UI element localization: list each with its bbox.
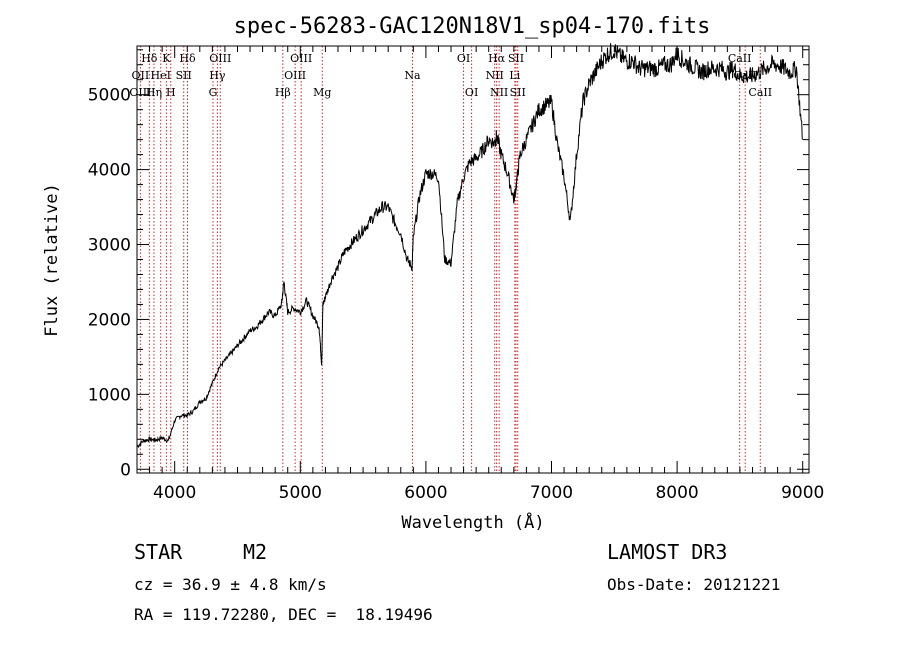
x-tick-label: 5000 xyxy=(279,483,322,503)
y-axis-ticks: 0 1000 2000 3000 4000 5000 xyxy=(88,49,809,480)
y-tick-label: 2000 xyxy=(88,310,131,330)
chart-title: spec-56283-GAC120N18V1_sp04-170.fits xyxy=(234,14,711,39)
spectral-line-label: NII xyxy=(486,69,504,82)
x-tick-label: 4000 xyxy=(153,483,196,503)
spectral-line-label: Hδ xyxy=(179,52,196,65)
spectral-line-label: CaII xyxy=(728,52,752,65)
x-tick-label: 7000 xyxy=(530,483,573,503)
spectral-line-label: HeI xyxy=(151,69,171,82)
spectral-line-label: OIII xyxy=(284,69,306,82)
spectral-line-label: Li xyxy=(509,69,520,82)
spectral-line-label: CaII xyxy=(748,86,772,99)
spectral-line-label: H xyxy=(166,86,176,99)
x-axis-ticks: 4000 5000 6000 7000 8000 9000 xyxy=(136,46,824,503)
y-tick-label: 1000 xyxy=(88,385,131,405)
object-subclass: M2 xyxy=(243,540,268,564)
spectral-line-label: SII xyxy=(176,69,192,82)
spectral-line-label: OIII xyxy=(290,52,312,65)
spectral-line-label: Hη xyxy=(146,86,162,99)
spectral-line-label: Hγ xyxy=(209,69,226,82)
x-axis-label: Wavelength (Å) xyxy=(401,511,544,533)
spectral-line-label: NII xyxy=(490,86,508,99)
spectral-line-label: G xyxy=(209,86,218,99)
spectral-line-label: OI xyxy=(465,86,478,99)
y-tick-label: 0 xyxy=(120,460,131,480)
object-class: STAR xyxy=(134,540,183,564)
spectral-line-label: OI xyxy=(457,52,470,65)
obs-date-text: Obs-Date: 20121221 xyxy=(607,575,781,594)
x-tick-label: 9000 xyxy=(781,483,824,503)
y-tick-label: 3000 xyxy=(88,236,131,256)
spectral-line-label: SII xyxy=(508,52,524,65)
survey-name: LAMOST DR3 xyxy=(607,540,728,564)
spectral-line-label: K xyxy=(162,52,171,65)
y-tick-label: 4000 xyxy=(88,161,131,181)
spectral-line-label: Hα xyxy=(488,52,506,65)
plot-frame xyxy=(136,45,810,474)
spectrum-series xyxy=(136,43,804,449)
spectral-line-label: OII xyxy=(132,69,150,82)
spectral-line-label: OIII xyxy=(209,52,231,65)
x-tick-label: 8000 xyxy=(655,483,698,503)
spectral-line-label: Hβ xyxy=(275,86,291,99)
spectral-line-label: SII xyxy=(510,86,526,99)
redshift-text: cz = 36.9 ± 4.8 km/s xyxy=(134,575,327,594)
y-tick-label: 5000 xyxy=(88,86,131,106)
spectral-line-label: Hδ xyxy=(141,52,158,65)
spectral-line-label: OIII xyxy=(129,86,151,99)
spectral-line-label: Na xyxy=(404,69,421,82)
x-tick-label: 6000 xyxy=(404,483,447,503)
spectral-line-label: Mg xyxy=(313,86,331,99)
y-axis-label: Flux (relative) xyxy=(42,183,62,337)
coordinates-text: RA = 119.72280, DEC = 18.19496 xyxy=(134,605,433,624)
